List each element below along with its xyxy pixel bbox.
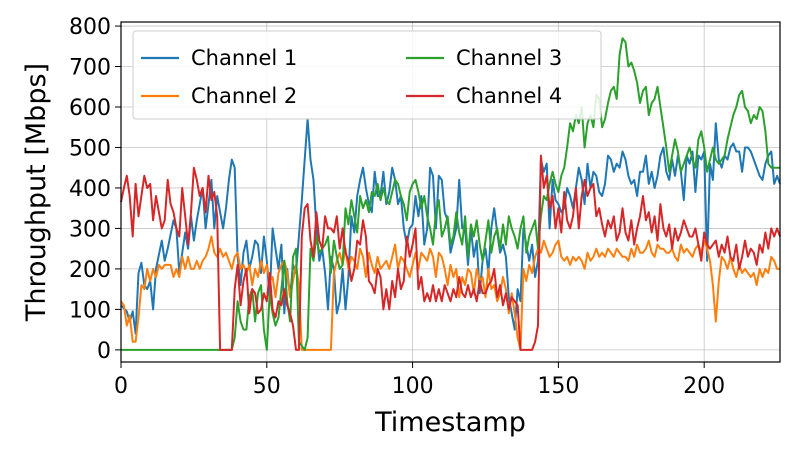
- legend-box: [132, 30, 602, 120]
- series-lines: [120, 37, 781, 351]
- legend-label-channel-1: Channel 1: [191, 46, 297, 70]
- y-tick-label: 0: [97, 339, 111, 364]
- y-axis-title: Throughput [Mbps]: [21, 63, 52, 322]
- x-tick-label: 200: [683, 374, 725, 399]
- legend-label-channel-4: Channel 4: [456, 84, 562, 108]
- x-tick-label: 50: [253, 374, 281, 399]
- legend: Channel 1 Channel 2 Channel 3 Channel 4: [132, 30, 602, 120]
- y-tick-label: 600: [69, 96, 111, 121]
- series-line-channel-2: [120, 235, 780, 351]
- y-tick-label: 400: [69, 177, 111, 202]
- y-tick-label: 800: [69, 15, 111, 40]
- legend-label-channel-2: Channel 2: [191, 84, 297, 108]
- series-line-channel-4: [120, 154, 781, 351]
- y-tick-label: 200: [69, 258, 111, 283]
- series-line-channel-1: [120, 118, 781, 335]
- y-tick-label: 100: [69, 298, 111, 323]
- axis-ticks: 0 50 100 150 200 0 100 200 300 400 500 600 700 800: [69, 15, 725, 399]
- x-axis-title: Timestamp: [374, 407, 526, 438]
- x-tick-label: 150: [537, 374, 579, 399]
- series-line-channel-3: [121, 37, 780, 351]
- y-tick-label: 700: [69, 56, 111, 81]
- x-tick-label: 0: [114, 374, 128, 399]
- plot-frame: [120, 21, 781, 363]
- y-tick-label: 300: [69, 217, 111, 242]
- legend-label-channel-3: Channel 3: [456, 46, 562, 70]
- y-tick-label: 500: [69, 136, 111, 161]
- x-tick-label: 100: [392, 374, 434, 399]
